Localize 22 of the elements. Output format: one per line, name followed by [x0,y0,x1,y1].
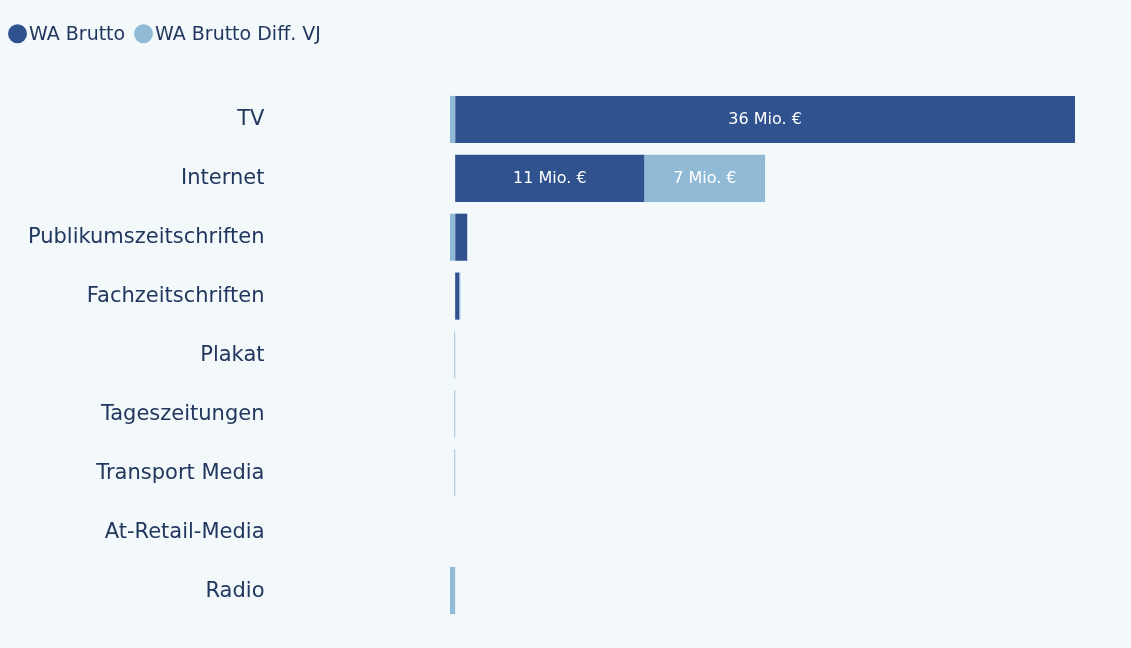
bar [455,95,1075,143]
y-tick-label: Publikumszeitschriften [27,224,265,249]
data-label: 36 Mio. € [728,109,802,129]
y-tick-label: Fachzeitschriften [86,283,265,308]
legend-label: WA Brutto Diff. VJ [155,21,321,44]
bar [450,95,456,143]
bar [455,154,645,202]
y-tick-label: Radio [205,577,265,602]
data-label: 11 Mio. € [513,168,587,188]
bar [455,213,468,261]
bar [455,272,460,320]
bar [644,154,766,202]
y-tick-label: Internet [181,165,265,190]
bar [450,567,456,615]
legend-label: WA Brutto [29,21,126,44]
y-tick-label: At-Retail-Media [104,518,265,543]
y-tick-label: TV [236,106,266,131]
bar [450,213,456,261]
y-tick-label: Transport Media [95,459,265,484]
data-label: 7 Mio. € [673,168,737,188]
y-tick-label: Plakat [200,342,265,366]
y-tick-label: Tageszeitungen [99,400,265,425]
